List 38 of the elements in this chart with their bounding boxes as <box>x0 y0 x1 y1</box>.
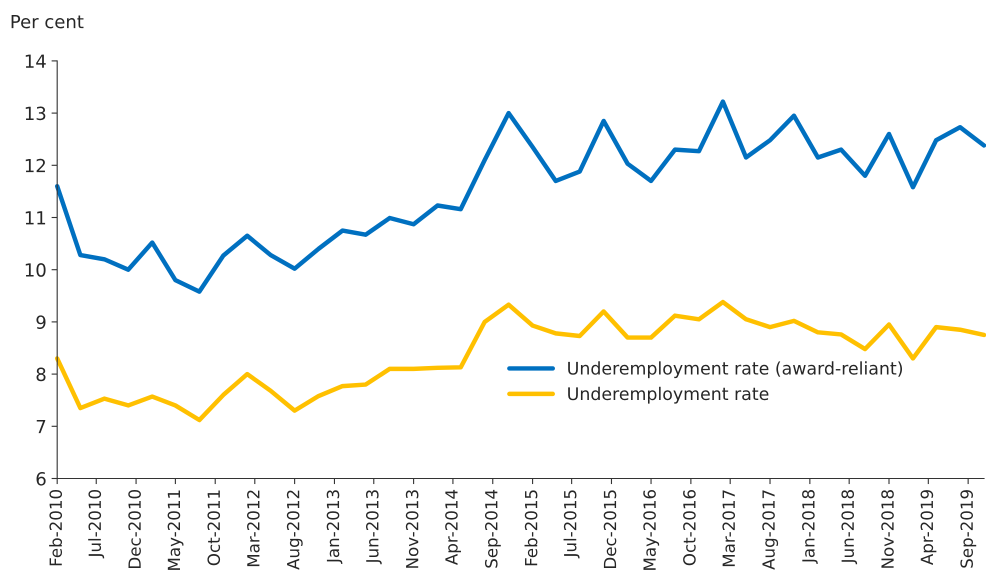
x-tick-label: Apr-2019 <box>920 490 936 565</box>
y-tick-label: 10 <box>26 263 46 277</box>
x-tick-label: May-2011 <box>168 490 184 570</box>
x-tick-label: Dec-2015 <box>604 490 616 568</box>
x-tick-label: Feb-2015 <box>524 490 538 566</box>
y-tick-label: 13 <box>26 106 46 120</box>
x-tick-label: Oct-2011 <box>207 490 220 566</box>
x-tick-label: Sep-2019 <box>960 490 976 568</box>
x-tick-label: Jul-2010 <box>88 490 104 558</box>
x-tick-label: Jun-2013 <box>366 490 382 564</box>
x-tick-label: Jun-2018 <box>841 490 858 564</box>
x-tick-label: May-2016 <box>643 490 660 570</box>
x-tick-label: Mar-2017 <box>722 490 736 566</box>
x-tick-label: Aug-2017 <box>762 490 778 570</box>
y-tick-label: 14 <box>26 54 46 68</box>
x-tick-label: Mar-2012 <box>247 490 260 566</box>
x-tick-label: Nov-2018 <box>881 490 894 568</box>
legend-label: Underemployment rate <box>568 386 768 404</box>
x-tick-label: Apr-2014 <box>445 490 461 565</box>
y-tick-label: 12 <box>26 158 45 172</box>
x-tick-label: Jan-2013 <box>326 490 342 564</box>
x-tick-label: Feb-2010 <box>49 490 62 566</box>
y-axis-title: Per cent <box>12 14 84 28</box>
y-tick-label: 7 <box>36 420 46 434</box>
x-tick-label: Aug-2012 <box>286 490 303 570</box>
x-tick-label: Oct-2016 <box>683 490 696 566</box>
line-series <box>54 99 986 294</box>
line-series <box>54 300 986 422</box>
x-tick-label: Sep-2014 <box>484 490 501 568</box>
x-tick-label: Jul-2015 <box>564 490 580 558</box>
x-tick-label: Dec-2010 <box>128 490 141 568</box>
x-tick-label: Nov-2013 <box>406 490 418 568</box>
y-tick-label: 11 <box>26 211 46 224</box>
y-tick-label: 9 <box>36 315 46 330</box>
y-tick-label: 6 <box>36 472 46 486</box>
legend-label: Underemployment rate (award-reliant) <box>568 361 902 378</box>
y-tick-label: 8 <box>36 368 46 382</box>
x-tick-label: Jan-2018 <box>802 490 818 564</box>
